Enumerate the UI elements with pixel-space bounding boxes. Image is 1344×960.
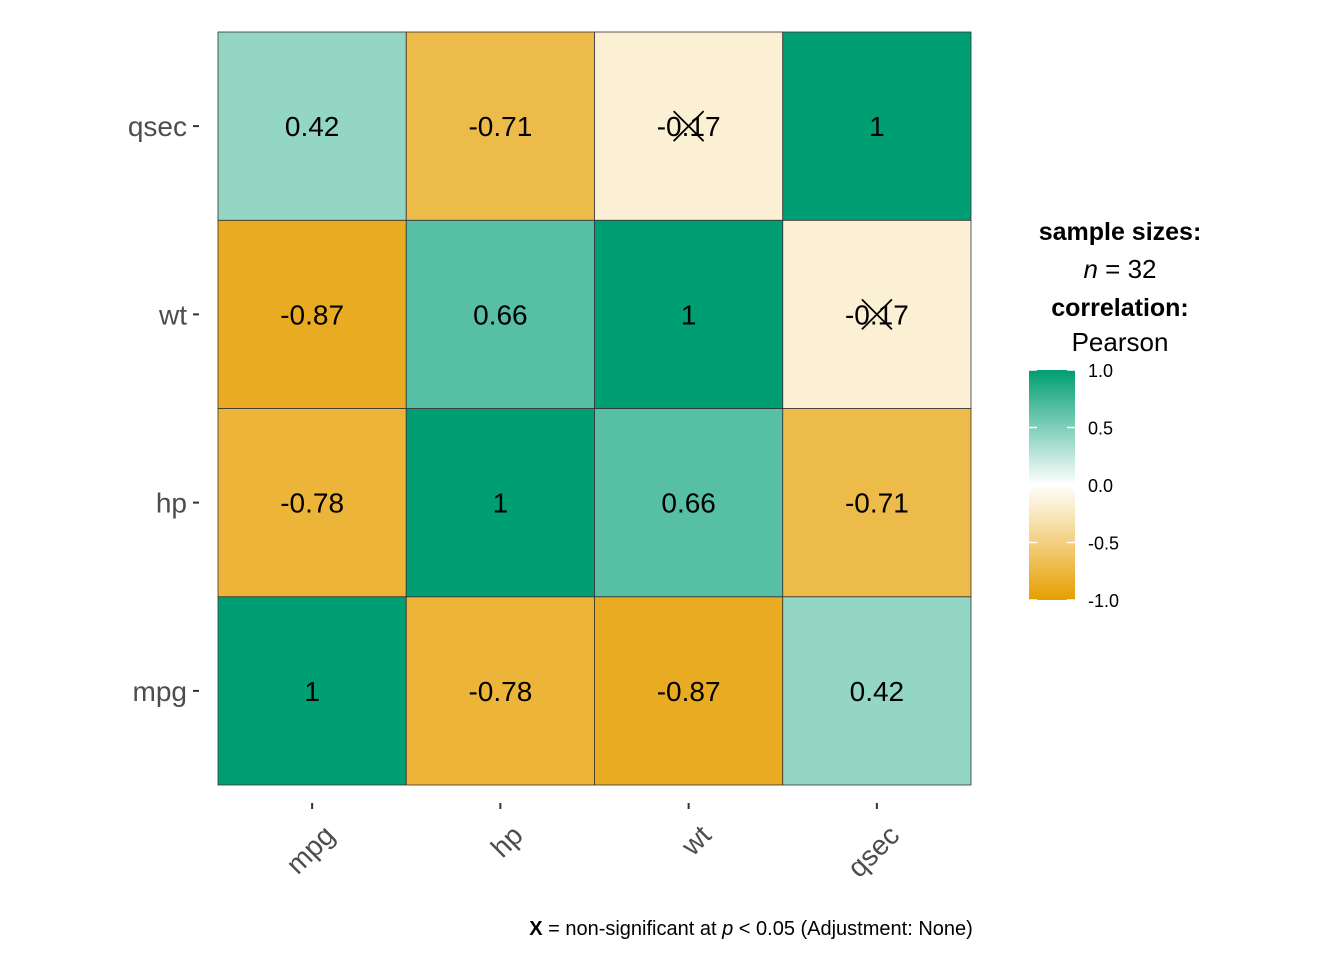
heatmap-cell	[782, 31, 972, 221]
legend-tick-label: -1.0	[1088, 591, 1119, 611]
heatmap-cells: 1 -0.78 -0.87 0.42 -0.78 1 0.66 -0.71 -0.87 0.66 1…	[217, 31, 972, 786]
legend-sample-sizes-title: sample sizes:	[1039, 218, 1202, 246]
cell-value-label: -0.71	[468, 111, 532, 142]
x-tick-label: qsec	[842, 819, 906, 883]
non-significant-cross	[861, 298, 893, 331]
heatmap-cell	[217, 31, 407, 221]
legend-tick-label: 1.0	[1088, 361, 1113, 381]
legend-sample-size: n = 32	[1083, 254, 1156, 284]
caption: X = non-significant at p < 0.05 (Adjustm…	[0, 918, 1344, 941]
legend: sample sizes: n = 32 correlation: Pearso…	[1029, 218, 1201, 611]
heatmap-cell	[405, 31, 595, 221]
cell-value-label: 1	[681, 299, 697, 330]
caption-text-after: < 0.05 (Adjustment: None)	[733, 918, 973, 940]
cell-value-label: 0.42	[850, 676, 905, 707]
x-axis: mpg hp wt qsec	[280, 803, 905, 883]
heatmap-cell	[782, 408, 972, 598]
heatmap-cell	[217, 596, 407, 786]
cell-value-label: 1	[869, 111, 885, 142]
y-tick-label: wt	[158, 299, 187, 330]
non-significant-cross	[672, 110, 705, 142]
heatmap-cell	[594, 408, 784, 598]
cell-value-label: -0.87	[280, 299, 344, 330]
heatmap-cell	[405, 219, 595, 409]
cell-value-label: 0.66	[473, 299, 528, 330]
legend-ticks: 1.0 0.5 0.0 -0.5 -1.0	[1029, 361, 1119, 611]
y-tick-label: hp	[156, 488, 187, 519]
heatmap-cell	[405, 596, 595, 786]
cell-value-label: 0.42	[285, 111, 340, 142]
caption-text: = non-significant at	[542, 918, 723, 940]
x-tick-label: mpg	[280, 819, 340, 879]
x-tick-label: wt	[675, 819, 718, 862]
heatmap-cell	[217, 219, 407, 409]
cell-value-label: 1	[304, 676, 320, 707]
legend-tick-label: -0.5	[1088, 534, 1119, 554]
y-axis: mpg hp wt qsec	[128, 111, 199, 707]
heatmap-cell	[782, 596, 972, 786]
heatmap-cell	[217, 408, 407, 598]
x-tick-label: hp	[485, 819, 529, 863]
cell-value-label: -0.87	[657, 676, 721, 707]
cell-value-label: -0.71	[845, 488, 909, 519]
cell-value-label: 0.66	[661, 488, 716, 519]
legend-method: Pearson	[1072, 327, 1169, 357]
cell-value-label: 1	[493, 488, 509, 519]
legend-tick-label: 0.5	[1088, 419, 1113, 439]
y-tick-label: qsec	[128, 111, 187, 142]
legend-tick-label: 0.0	[1088, 476, 1113, 496]
caption-symbol: X	[529, 918, 543, 940]
cell-value-label: -0.78	[468, 676, 532, 707]
heatmap-cell	[405, 408, 595, 598]
cell-value-label: -0.78	[280, 488, 344, 519]
y-tick-label: mpg	[133, 676, 187, 707]
legend-correlation-title: correlation:	[1051, 294, 1189, 322]
caption-p-symbol: p	[722, 918, 734, 940]
